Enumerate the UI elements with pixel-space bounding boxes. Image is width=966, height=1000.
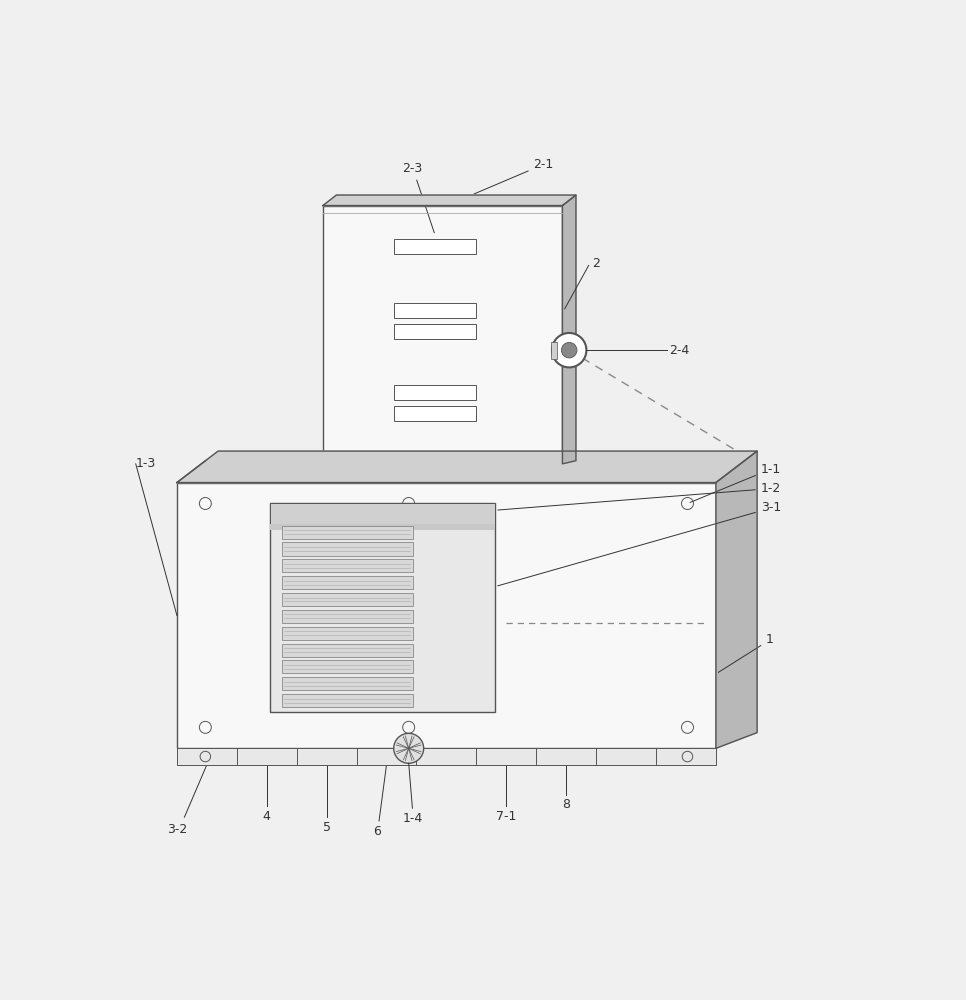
Circle shape [561,342,577,358]
Text: 7-1: 7-1 [497,810,517,823]
Text: 3-2: 3-2 [167,823,187,836]
Bar [282,627,412,640]
Bar [282,610,412,623]
Text: 3-1: 3-1 [497,501,781,586]
Bar [282,677,412,690]
Bar [270,503,496,712]
Text: 1-3: 1-3 [135,457,156,470]
Polygon shape [177,451,757,483]
Polygon shape [562,195,576,464]
Text: 2-3: 2-3 [403,162,435,233]
Polygon shape [323,195,576,206]
Bar [282,660,412,673]
Text: 6: 6 [374,825,382,838]
Polygon shape [716,451,757,748]
Bar [394,406,476,421]
Circle shape [394,733,424,763]
Bar [177,748,716,765]
Bar [394,239,476,254]
Bar [323,206,562,464]
Bar [282,526,412,539]
Text: 5: 5 [323,821,330,834]
Bar [282,593,412,606]
Text: 8: 8 [562,798,570,811]
Bar [282,576,412,589]
Text: 2-4: 2-4 [669,344,690,357]
Text: 2-1: 2-1 [474,158,554,194]
Bar [282,694,412,707]
Bar [282,542,412,556]
Bar [282,644,412,657]
Text: 1-4: 1-4 [402,812,422,825]
Text: 2: 2 [592,257,600,270]
Bar [177,483,716,748]
Bar [394,324,476,339]
Circle shape [552,333,586,367]
Bar [270,503,496,524]
Bar [270,524,496,530]
Bar [552,342,557,359]
Text: 4: 4 [263,810,270,823]
Bar [394,385,476,400]
Text: 1: 1 [719,633,774,672]
Text: 1-1: 1-1 [690,463,781,502]
Text: 1-2: 1-2 [497,482,781,510]
Bar [282,559,412,572]
Bar [394,303,476,318]
